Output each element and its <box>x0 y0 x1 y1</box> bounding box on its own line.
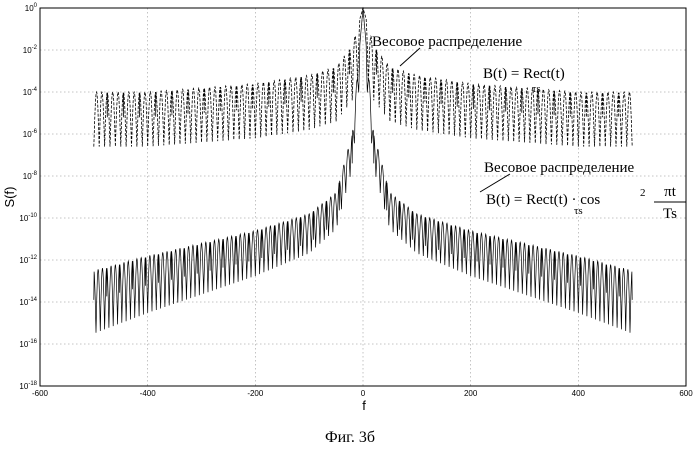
x-tick-label: -200 <box>247 389 264 398</box>
y-tick-label: 10-2 <box>23 45 38 55</box>
y-tick-label: 10-16 <box>19 339 37 349</box>
figure-caption: Фиг. 3б <box>325 429 375 446</box>
y-tick-label: 10-8 <box>23 171 38 181</box>
annotation-cos: Весовое распределение B(t) = Rect(t) · c… <box>480 160 686 222</box>
annotation-cos-formula: B(t) = Rect(t) · cos <box>486 192 600 208</box>
y-tick-label: 10-6 <box>23 129 38 139</box>
y-tick-label: 100 <box>25 3 38 13</box>
annotation-cos-numerator: πt <box>664 184 677 200</box>
y-tick-label: 10-14 <box>19 297 37 307</box>
y-tick-labels: 10010-210-410-610-810-1010-1210-1410-161… <box>19 3 37 391</box>
annotation-rect-formula: B(t) = Rect(t) <box>483 66 565 82</box>
x-tick-label: 200 <box>464 389 478 398</box>
x-tick-labels: -600 -400 -200 0 200 400 600 <box>32 389 693 398</box>
annotation-rect-subscript: τs <box>532 83 541 95</box>
x-tick-label: -400 <box>140 389 157 398</box>
y-tick-label: 10-10 <box>19 213 37 223</box>
x-tick-label: -600 <box>32 389 49 398</box>
y-tick-label: 10-4 <box>23 87 38 97</box>
y-axis-label: S(f) <box>2 187 17 208</box>
y-tick-label: 10-12 <box>19 255 37 265</box>
x-axis-label: f <box>362 398 366 413</box>
x-tick-label: 0 <box>361 389 366 398</box>
annotation-rect-leader <box>400 48 420 66</box>
annotation-cos-leader <box>480 174 510 192</box>
annotation-cos-subscript: τs <box>574 205 583 217</box>
annotation-cos-denominator: Ts <box>663 206 677 222</box>
x-tick-label: 600 <box>679 389 693 398</box>
annotation-cos-title: Весовое распределение <box>484 160 635 176</box>
annotation-cos-power: 2 <box>640 187 646 199</box>
annotation-rect-title: Весовое распределение <box>372 34 523 50</box>
x-tick-label: 400 <box>572 389 586 398</box>
